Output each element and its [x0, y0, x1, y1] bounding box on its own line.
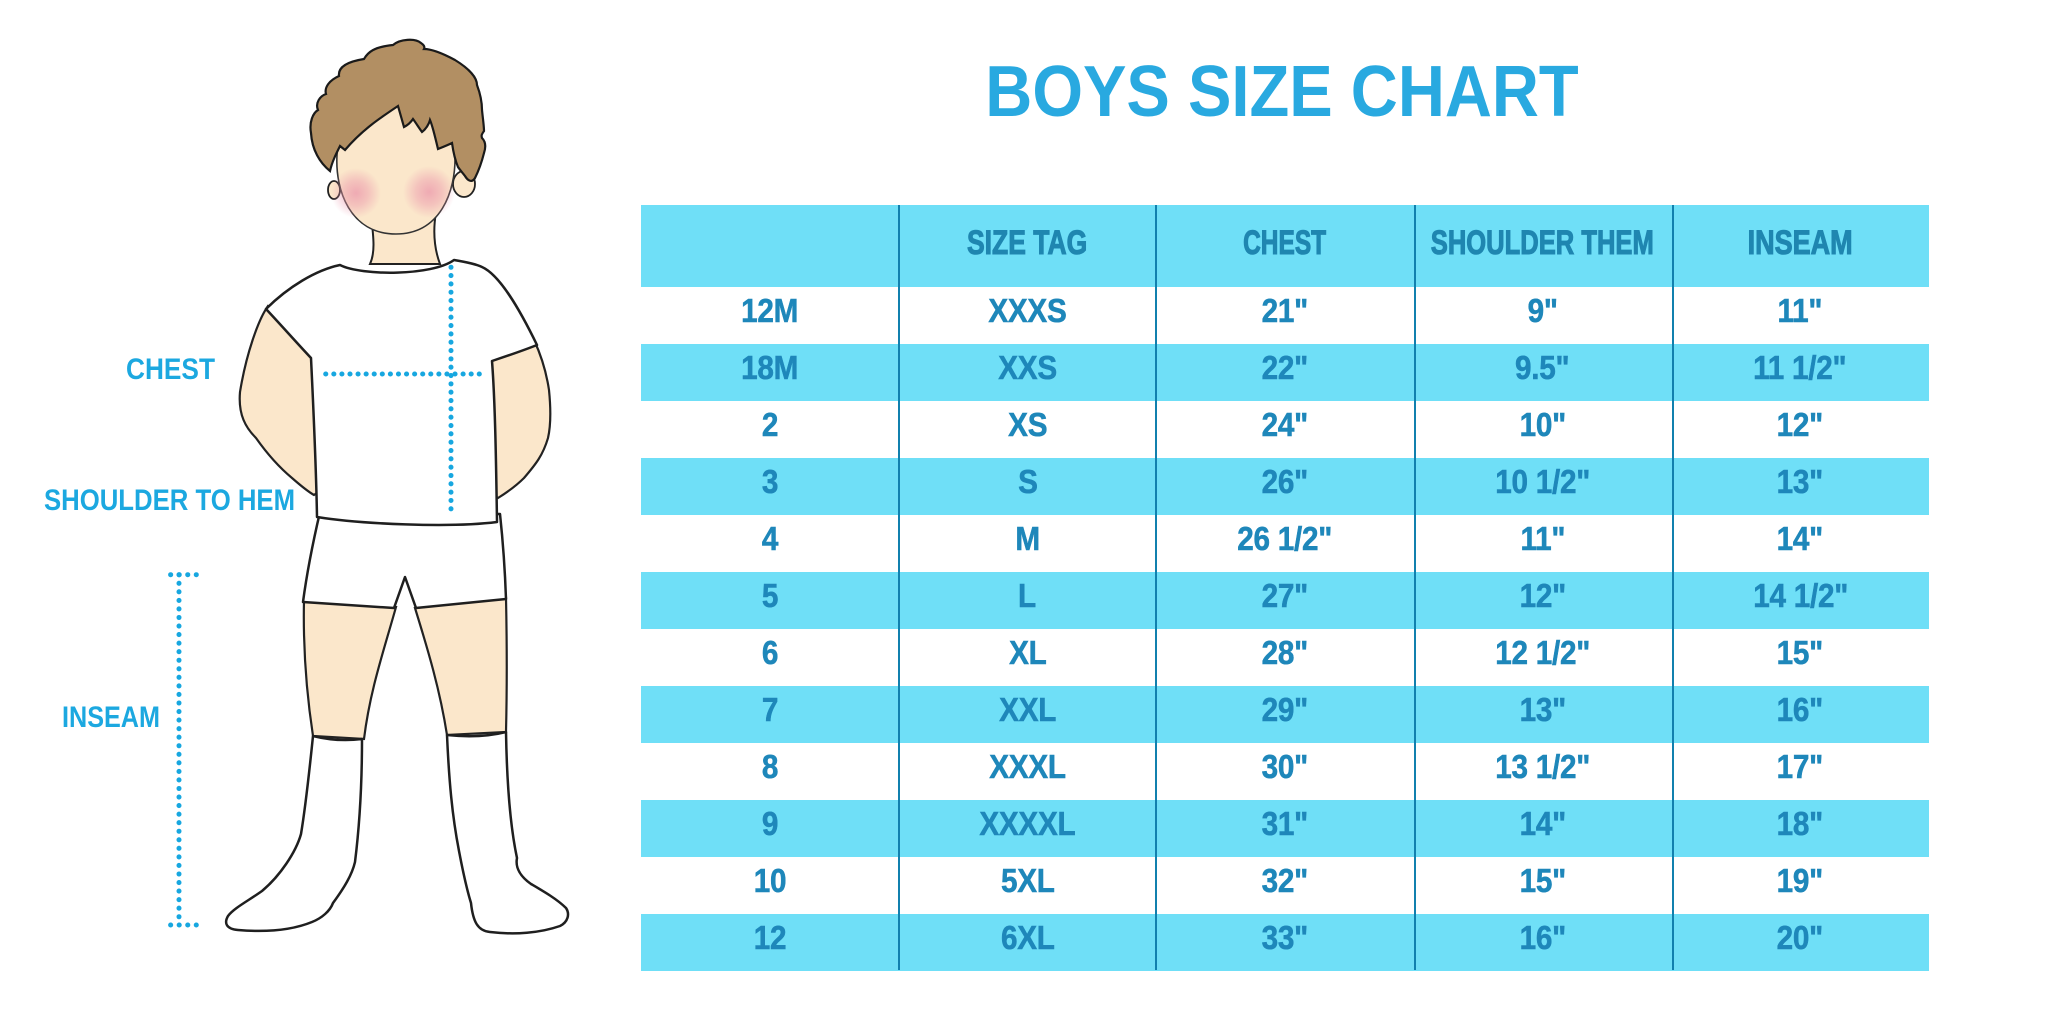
svg-text:INSEAM: INSEAM — [62, 701, 160, 734]
svg-text:SHOULDER TO HEM: SHOULDER TO HEM — [44, 484, 295, 517]
svg-text:CHEST: CHEST — [126, 353, 215, 386]
